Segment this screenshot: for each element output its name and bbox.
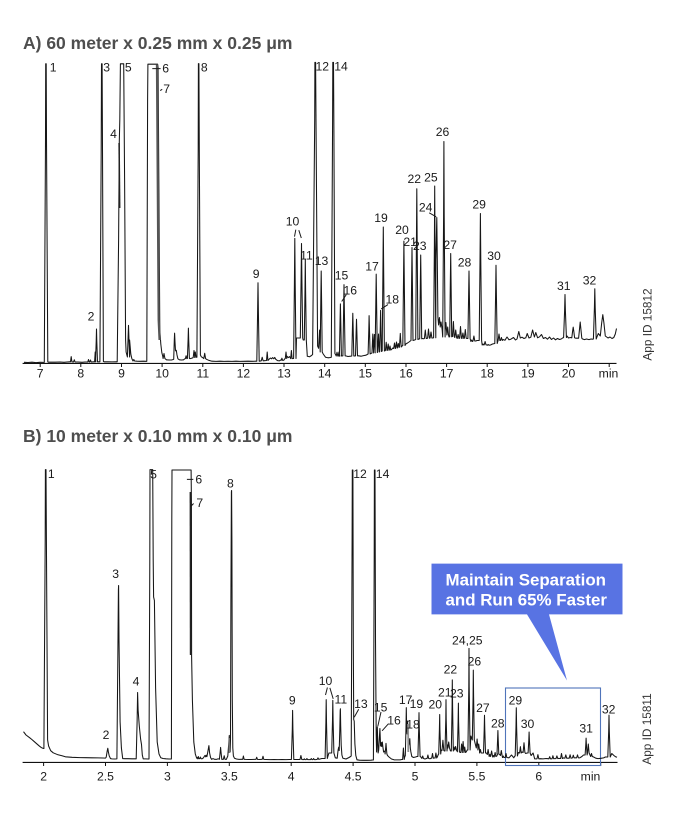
svg-text:21: 21 bbox=[403, 235, 417, 249]
svg-text:min: min bbox=[581, 769, 601, 783]
svg-text:6: 6 bbox=[195, 473, 202, 487]
svg-text:10: 10 bbox=[319, 674, 333, 688]
svg-text:13: 13 bbox=[277, 366, 291, 380]
svg-text:5: 5 bbox=[150, 467, 157, 481]
svg-text:19: 19 bbox=[374, 211, 388, 225]
svg-text:2: 2 bbox=[40, 769, 47, 783]
svg-text:6: 6 bbox=[535, 769, 542, 783]
svg-text:15: 15 bbox=[359, 366, 373, 380]
svg-text:4: 4 bbox=[288, 769, 295, 783]
svg-text:20: 20 bbox=[395, 223, 409, 237]
svg-text:1: 1 bbox=[50, 61, 57, 75]
svg-text:15: 15 bbox=[374, 700, 388, 714]
svg-text:4: 4 bbox=[133, 674, 140, 688]
svg-text:App ID 15812: App ID 15812 bbox=[641, 288, 655, 360]
svg-text:32: 32 bbox=[583, 274, 597, 288]
svg-text:16: 16 bbox=[387, 714, 401, 728]
svg-text:32: 32 bbox=[602, 703, 616, 717]
svg-text:3.5: 3.5 bbox=[221, 769, 238, 783]
svg-text:16: 16 bbox=[344, 284, 358, 298]
svg-text:B) 10 meter x 0.10 mm x 0.10 μ: B) 10 meter x 0.10 mm x 0.10 μm bbox=[23, 426, 292, 446]
svg-text:14: 14 bbox=[334, 60, 348, 74]
svg-text:12: 12 bbox=[353, 467, 367, 481]
svg-text:18: 18 bbox=[480, 366, 494, 380]
svg-text:5: 5 bbox=[125, 60, 132, 74]
svg-text:12: 12 bbox=[316, 60, 330, 74]
svg-text:25: 25 bbox=[424, 170, 438, 184]
svg-text:17: 17 bbox=[399, 693, 413, 707]
svg-text:30: 30 bbox=[521, 717, 535, 731]
svg-text:7: 7 bbox=[163, 82, 170, 96]
svg-text:8: 8 bbox=[77, 366, 84, 380]
svg-text:19: 19 bbox=[521, 366, 535, 380]
svg-text:31: 31 bbox=[557, 279, 571, 293]
svg-text:11: 11 bbox=[196, 366, 209, 380]
svg-text:5.5: 5.5 bbox=[468, 769, 485, 783]
svg-text:24: 24 bbox=[419, 201, 433, 215]
svg-text:14: 14 bbox=[318, 366, 332, 380]
svg-text:7: 7 bbox=[196, 496, 203, 510]
svg-text:8: 8 bbox=[201, 60, 208, 74]
svg-text:27: 27 bbox=[443, 238, 457, 252]
svg-text:1: 1 bbox=[48, 467, 55, 481]
svg-text:28: 28 bbox=[491, 716, 505, 730]
svg-text:Maintain Separation: Maintain Separation bbox=[446, 571, 607, 590]
svg-text:8: 8 bbox=[227, 477, 234, 491]
svg-text:4.5: 4.5 bbox=[345, 769, 362, 783]
svg-text:3: 3 bbox=[112, 567, 119, 581]
svg-text:3: 3 bbox=[164, 769, 171, 783]
svg-text:5: 5 bbox=[412, 769, 419, 783]
svg-text:11: 11 bbox=[334, 693, 347, 707]
svg-text:26: 26 bbox=[436, 125, 450, 139]
svg-text:17: 17 bbox=[440, 366, 454, 380]
svg-text:9: 9 bbox=[253, 267, 260, 281]
svg-text:13: 13 bbox=[354, 697, 368, 711]
svg-text:24,25: 24,25 bbox=[452, 633, 483, 647]
svg-text:2: 2 bbox=[88, 310, 95, 324]
svg-text:14: 14 bbox=[376, 467, 390, 481]
svg-text:13: 13 bbox=[315, 254, 329, 268]
svg-text:12: 12 bbox=[237, 366, 251, 380]
svg-text:21: 21 bbox=[438, 685, 452, 699]
svg-text:App ID 15811: App ID 15811 bbox=[640, 693, 654, 764]
svg-text:and Run 65% Faster: and Run 65% Faster bbox=[446, 591, 608, 610]
svg-text:23: 23 bbox=[450, 687, 464, 701]
svg-text:30: 30 bbox=[487, 249, 501, 263]
svg-text:4: 4 bbox=[110, 127, 117, 141]
svg-text:6: 6 bbox=[162, 62, 169, 76]
svg-text:29: 29 bbox=[472, 198, 486, 212]
svg-text:18: 18 bbox=[386, 292, 400, 306]
svg-text:11: 11 bbox=[300, 249, 313, 263]
svg-text:3: 3 bbox=[103, 60, 110, 74]
svg-text:19: 19 bbox=[410, 697, 424, 711]
svg-text:17: 17 bbox=[365, 260, 379, 274]
svg-text:23: 23 bbox=[413, 239, 427, 253]
svg-text:16: 16 bbox=[399, 366, 413, 380]
svg-text:A) 60 meter x 0.25 mm x 0.25 μ: A) 60 meter x 0.25 mm x 0.25 μm bbox=[23, 33, 292, 53]
svg-text:20: 20 bbox=[562, 366, 576, 380]
svg-text:min: min bbox=[599, 366, 619, 380]
svg-text:9: 9 bbox=[289, 694, 296, 708]
svg-text:7: 7 bbox=[37, 366, 44, 380]
svg-text:10: 10 bbox=[286, 215, 300, 229]
svg-text:2.5: 2.5 bbox=[97, 769, 114, 783]
svg-text:26: 26 bbox=[468, 655, 482, 669]
svg-text:22: 22 bbox=[444, 662, 458, 676]
svg-text:9: 9 bbox=[118, 366, 125, 380]
svg-text:20: 20 bbox=[429, 698, 443, 712]
svg-text:18: 18 bbox=[406, 717, 420, 731]
svg-text:15: 15 bbox=[335, 269, 349, 283]
svg-text:28: 28 bbox=[458, 256, 472, 270]
svg-text:10: 10 bbox=[155, 366, 169, 380]
svg-text:2: 2 bbox=[103, 728, 110, 742]
svg-text:31: 31 bbox=[579, 721, 593, 735]
svg-text:29: 29 bbox=[509, 694, 523, 708]
svg-text:22: 22 bbox=[408, 172, 422, 186]
svg-text:27: 27 bbox=[476, 701, 490, 715]
